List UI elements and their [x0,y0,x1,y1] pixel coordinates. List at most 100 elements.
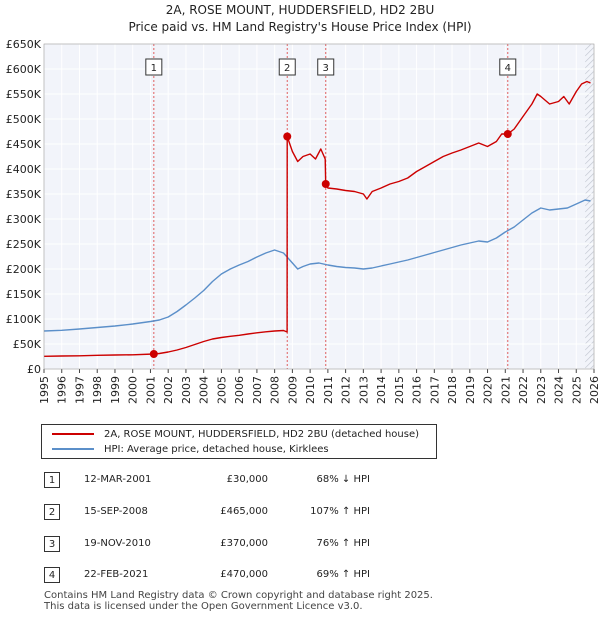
x-tick-label: 2001 [144,376,157,404]
forecast-hatch-line [585,196,594,207]
x-tick-label: 2014 [375,376,388,404]
x-tick-label: 2025 [570,376,583,404]
transaction-hpi: 68% ↓ HPI [316,474,370,485]
marker-box [145,58,163,76]
x-tick-label: 2008 [269,376,282,404]
legend-entry-hpi: HPI: Average price, detached house, Kirk… [52,443,329,457]
forecast-hatch-line [585,190,594,201]
forecast-hatch-line [585,118,594,129]
legend: 2A, ROSE MOUNT, HUDDERSFIELD, HD2 2BU (d… [41,424,437,459]
transaction-date: 15-SEP-2008 [84,506,148,517]
x-tick-label: 2024 [553,376,566,404]
marker-box [278,58,296,76]
y-tick-label: £450K [6,138,42,151]
forecast-hatch-line [585,220,594,231]
forecast-hatch-line [585,154,594,165]
forecast-hatch-line [585,262,594,273]
marker-box [499,58,517,76]
marker-label: 3 [323,63,329,74]
y-tick-label: £350K [6,188,42,201]
marker-label: 2 [284,63,290,74]
x-tick-label: 2020 [482,376,495,404]
y-tick-label: £500K [6,113,42,126]
x-tick-label: 1997 [73,376,86,404]
footer: Contains HM Land Registry data © Crown c… [44,590,433,612]
forecast-hatch-line [585,256,594,267]
x-tick-label: 1996 [56,376,69,404]
forecast-hatch-line [585,52,594,63]
x-tick-label: 2007 [251,376,264,404]
forecast-hatch-line [585,44,592,51]
forecast-hatch-line [585,244,594,255]
forecast-hatch-line [585,142,594,153]
x-tick-label: 2019 [464,376,477,404]
y-tick-label: £600K [6,63,42,76]
x-tick-label: 2009 [286,376,299,404]
y-tick-label: £0 [27,363,41,376]
x-tick-label: 2017 [428,376,441,404]
forecast-hatch-line [585,304,594,315]
x-tick-label: 1999 [109,376,122,404]
forecast-hatch-line [585,286,594,297]
price-paid-line [43,80,591,357]
x-tick-label: 2010 [304,376,317,404]
y-tick-label: £250K [6,238,42,251]
legend-entry-property: 2A, ROSE MOUNT, HUDDERSFIELD, HD2 2BU (d… [52,428,419,442]
transaction-price: £370,000 [220,538,268,549]
forecast-hatch-line [585,94,594,105]
table-row: 2 15-SEP-2008 £465,000 107% ↑ HPI [44,504,404,522]
chart-title: 2A, ROSE MOUNT, HUDDERSFIELD, HD2 2BU [165,3,435,17]
forecast-hatch-line [585,46,594,57]
forecast-hatch-line [585,352,594,363]
sale-point [321,180,330,188]
forecast-hatch-line [585,340,594,351]
footer-licence: This data is licensed under the Open Gov… [44,601,363,612]
forecast-hatch-line [585,232,594,243]
sale-point [503,130,512,138]
forecast-hatch-line [585,148,594,159]
sale-point [149,350,158,358]
forecast-hatch-line [585,298,594,309]
table-row: 1 12-MAR-2001 £30,000 68% ↓ HPI [44,472,404,490]
legend-label-hpi: HPI: Average price, detached house, Kirk… [104,444,329,455]
x-tick-label: 2003 [180,376,193,404]
forecast-hatch-line [585,112,594,123]
forecast-hatch-line [585,82,594,93]
transaction-date: 22-FEB-2021 [84,569,149,580]
marker-box [317,58,335,76]
forecast-hatch-line [585,136,594,147]
x-tick-label: 2005 [215,376,228,404]
x-tick-label: 2013 [357,376,370,404]
transaction-number: 1 [44,472,60,488]
forecast-hatch-line [585,106,594,117]
forecast-hatch-line [585,250,594,261]
y-tick-label: £100K [6,313,42,326]
transaction-date: 12-MAR-2001 [84,474,152,485]
x-tick-label: 2023 [535,376,548,404]
forecast-hatch-line [585,328,594,339]
hpi-line [43,199,591,332]
forecast-hatch-line [585,29,594,38]
legend-label-property: 2A, ROSE MOUNT, HUDDERSFIELD, HD2 2BU (d… [104,429,419,440]
y-tick-label: £50K [13,338,42,351]
transaction-price: £30,000 [226,474,268,485]
forecast-hatch-line [585,334,594,345]
forecast-hatch-line [585,172,594,183]
forecast-hatch-line [585,64,594,75]
x-tick-label: 2026 [588,376,600,404]
forecast-hatch-line [585,178,594,189]
forecast-hatch-line [585,76,594,87]
x-tick-label: 2006 [233,376,246,404]
transaction-number: 2 [44,504,60,520]
forecast-hatch-line [589,364,594,369]
y-tick-label: £200K [6,263,42,276]
transaction-hpi: 76% ↑ HPI [316,538,370,549]
y-tick-label: £150K [6,288,42,301]
table-row: 4 22-FEB-2021 £470,000 69% ↑ HPI [44,567,404,585]
forecast-hatch-line [585,100,594,111]
x-tick-label: 1995 [38,376,51,404]
forecast-hatch-line [585,202,594,213]
transaction-price: £470,000 [220,569,268,580]
plot-frame [43,43,595,370]
forecast-hatch-line [585,280,594,291]
